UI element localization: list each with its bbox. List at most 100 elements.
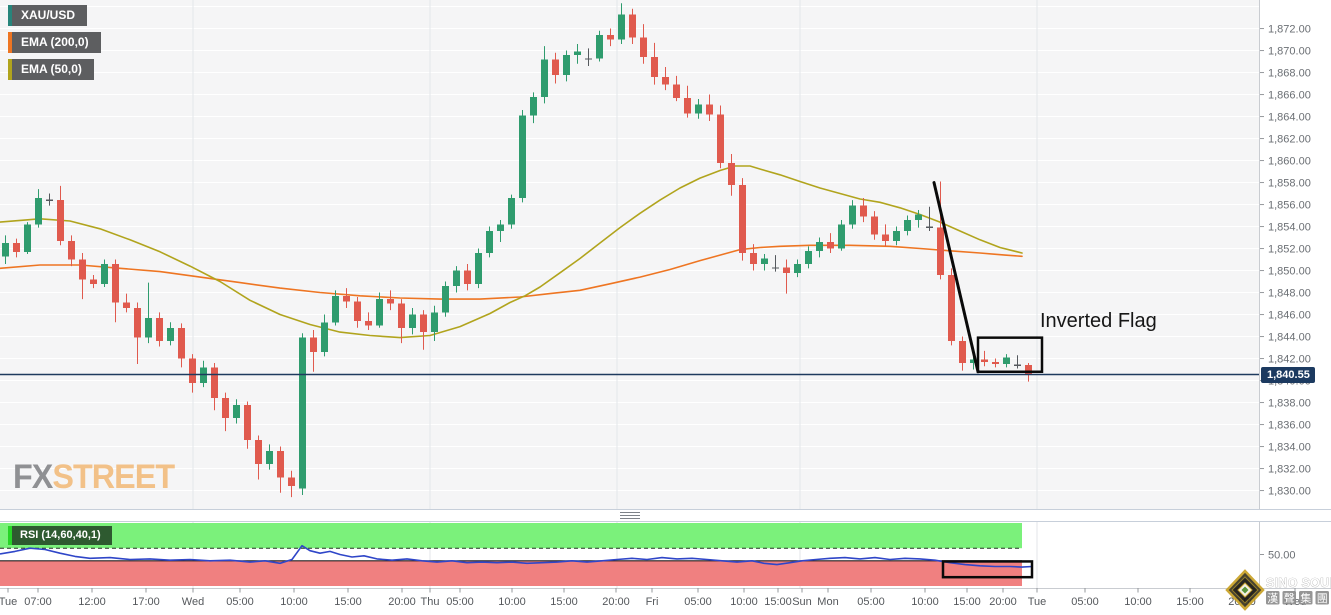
candle-body bbox=[46, 199, 53, 201]
candle-body bbox=[750, 252, 757, 264]
candle-body bbox=[827, 241, 834, 249]
price-axis-label: 1,854.00 bbox=[1268, 222, 1311, 234]
candle-body bbox=[640, 37, 647, 58]
candle-body bbox=[420, 314, 427, 333]
ema200-badge[interactable]: EMA (200,0) bbox=[8, 32, 101, 53]
time-axis-label: 05:00 bbox=[226, 596, 254, 608]
time-axis-label: Fri bbox=[646, 596, 659, 608]
candle-body bbox=[816, 241, 823, 251]
price-axis-label: 1,850.00 bbox=[1268, 266, 1311, 278]
flag-pole-trendline bbox=[932, 181, 980, 374]
candle-body bbox=[310, 337, 317, 352]
candle-body bbox=[805, 250, 812, 264]
candle-body bbox=[497, 224, 504, 231]
candle-body bbox=[354, 301, 361, 322]
candle-body bbox=[299, 337, 306, 489]
time-axis-label: 10:00 bbox=[498, 596, 526, 608]
time-axis-label: 20:00 bbox=[602, 596, 630, 608]
candle-body bbox=[387, 299, 394, 304]
logo-chinese-characters: 漢聲集團 bbox=[1266, 591, 1329, 605]
ema50-badge[interactable]: EMA (50,0) bbox=[8, 59, 94, 80]
candle-body bbox=[13, 243, 20, 252]
candle-body bbox=[563, 54, 570, 75]
time-axis-label: 15:00 bbox=[550, 596, 578, 608]
time-axis-label: 05:00 bbox=[1071, 596, 1099, 608]
candle-body bbox=[970, 359, 977, 363]
candle-body bbox=[277, 450, 284, 478]
candle-body bbox=[156, 317, 163, 341]
time-axis-label: 15:00 bbox=[764, 596, 792, 608]
time-axis-label: Mon bbox=[817, 596, 838, 608]
svg-text:漢: 漢 bbox=[1267, 592, 1278, 605]
candle-body bbox=[431, 312, 438, 333]
price-axis-label: 1,862.00 bbox=[1268, 134, 1311, 146]
fxstreet-watermark-fx: FX bbox=[13, 458, 53, 496]
candle-body bbox=[739, 184, 746, 253]
candle-body bbox=[178, 327, 185, 359]
time-axis-label: 05:00 bbox=[446, 596, 474, 608]
inverted-flag-label: Inverted Flag bbox=[1040, 310, 1157, 332]
candle-body bbox=[596, 35, 603, 59]
candle-body bbox=[937, 227, 944, 275]
candle-body bbox=[783, 267, 790, 273]
candle-body bbox=[365, 321, 372, 326]
time-axis-label: 15:00 bbox=[953, 596, 981, 608]
candle-body bbox=[585, 58, 592, 60]
rsi-overbought-band bbox=[0, 523, 1022, 549]
symbol-badge[interactable]: XAU/USD bbox=[8, 5, 88, 26]
candle-body bbox=[629, 14, 636, 38]
price-axis-label: 1,846.00 bbox=[1268, 310, 1311, 322]
candle-body bbox=[244, 404, 251, 440]
candle-body bbox=[1003, 357, 1010, 365]
candle-body bbox=[508, 197, 515, 225]
price-axis-label: 1,868.00 bbox=[1268, 68, 1311, 80]
price-axis-label: 1,858.00 bbox=[1268, 178, 1311, 190]
diamond-icon bbox=[1225, 569, 1265, 611]
time-axis-label: 12:00 bbox=[78, 596, 106, 608]
candle-body bbox=[651, 57, 658, 77]
candle-body bbox=[860, 205, 867, 217]
time-axis-label: 05:00 bbox=[684, 596, 712, 608]
candle-body bbox=[618, 14, 625, 40]
time-axis-label: 10:00 bbox=[911, 596, 939, 608]
price-axis-label: 1,860.00 bbox=[1268, 156, 1311, 168]
rsi-indicator-badge[interactable]: RSI (14,60,40,1) bbox=[8, 526, 112, 545]
candle-body bbox=[981, 359, 988, 362]
price-axis-label: 1,836.00 bbox=[1268, 420, 1311, 432]
candle-body bbox=[189, 358, 196, 383]
candle-body bbox=[706, 104, 713, 115]
candle-body bbox=[68, 240, 75, 260]
price-axis-label: 1,830.00 bbox=[1268, 486, 1311, 498]
price-axis-label: 1,872.00 bbox=[1268, 24, 1311, 36]
rsi-axis-label: 50.00 bbox=[1268, 550, 1296, 562]
candle-body bbox=[409, 314, 416, 328]
candle-body bbox=[321, 322, 328, 352]
candle-body bbox=[838, 224, 845, 249]
time-axis-label: 07:00 bbox=[24, 596, 52, 608]
price-axis-label: 1,832.00 bbox=[1268, 464, 1311, 476]
candle-body bbox=[464, 270, 471, 284]
candle-body bbox=[343, 295, 350, 302]
candle-body bbox=[24, 224, 31, 252]
price-axis-label: 1,856.00 bbox=[1268, 200, 1311, 212]
price-axis-label: 1,852.00 bbox=[1268, 244, 1311, 256]
time-axis-label: 15:00 bbox=[334, 596, 362, 608]
candle-body bbox=[948, 274, 955, 341]
time-axis-label: Sun bbox=[792, 596, 812, 608]
candle-body bbox=[145, 317, 152, 338]
candle-body bbox=[992, 361, 999, 365]
candle-body bbox=[607, 35, 614, 40]
candle-body bbox=[574, 51, 581, 55]
time-axis-label: 20:00 bbox=[989, 596, 1017, 608]
price-axis-label: 1,834.00 bbox=[1268, 442, 1311, 454]
time-axis-label: Wed bbox=[182, 596, 204, 608]
candle-body bbox=[882, 234, 889, 241]
price-plot-area[interactable] bbox=[0, 0, 1260, 510]
candle-body bbox=[211, 367, 218, 399]
panel-resize-grip[interactable] bbox=[620, 512, 640, 519]
candle-body bbox=[222, 398, 229, 418]
fxstreet-watermark-street: STREET bbox=[52, 458, 175, 496]
candle-body bbox=[1025, 365, 1032, 375]
candle-body bbox=[728, 162, 735, 185]
